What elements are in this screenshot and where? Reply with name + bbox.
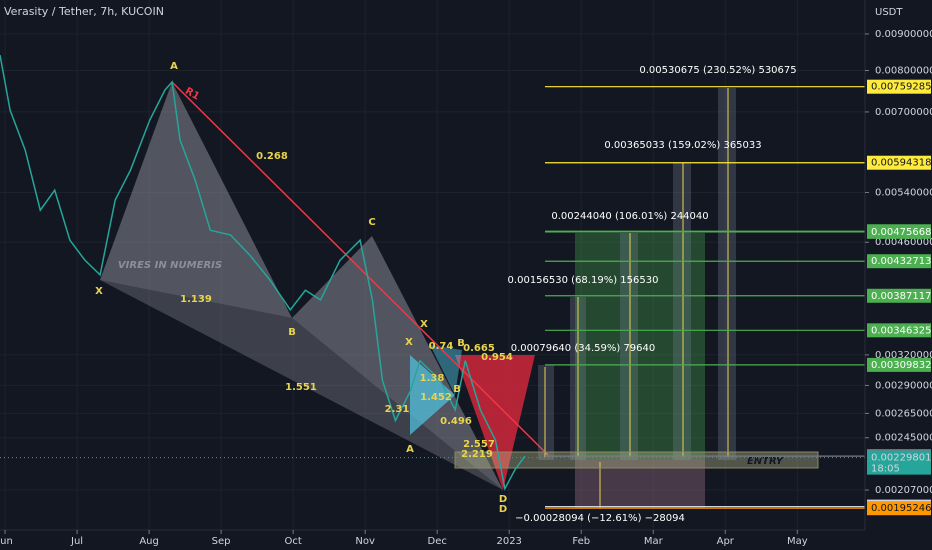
pattern-label: 0.496 (440, 416, 472, 427)
price-tag (867, 357, 931, 372)
price-tag-label: 0.00195246 (871, 503, 931, 514)
x-tick-label: Oct (284, 536, 301, 547)
pattern-label: D (499, 494, 507, 505)
y-tick-label: 0.00900000 (875, 29, 932, 40)
x-tick-label: 2023 (496, 536, 521, 547)
x-tick-label: Aug (139, 536, 159, 547)
x-tick-label: Jul (70, 536, 83, 547)
pattern-label: C (368, 217, 375, 228)
y-tick-label: 0.00207000 (875, 485, 932, 496)
target-label: −0.00028094 (−12.61%) −28094 (515, 513, 685, 524)
price-tag-label: 0.00387117 (871, 291, 931, 302)
x-tick-label: May (787, 536, 808, 547)
pattern-red (455, 355, 535, 490)
x-tick-label: Jun (0, 536, 13, 547)
x-tick-label: Dec (428, 536, 447, 547)
y-tick-label: 0.00700000 (875, 107, 932, 118)
price-line (0, 54, 526, 491)
watermark: VIRES IN NUMERIS (118, 260, 222, 271)
price-tag-label: 0.00432713 (871, 256, 931, 267)
price-tag (867, 501, 931, 516)
chart-title: Verasity / Tether, 7h, KUCOIN (4, 5, 164, 18)
current-price-tag (867, 450, 931, 475)
pattern-label: A (406, 444, 414, 455)
y-tick-label: 0.00245000 (875, 433, 932, 444)
pattern-label: 2.31 (385, 404, 410, 415)
pattern-label: B (457, 338, 465, 349)
pattern-label: X (95, 286, 103, 297)
price-tag (867, 254, 931, 269)
x-tick-label: Mar (644, 536, 664, 547)
target-arrows (544, 88, 729, 508)
y-tick-label: 0.00460000 (875, 237, 932, 248)
pattern-label: D (499, 504, 507, 515)
y-tick-label: 0.00540000 (875, 187, 932, 198)
x-tick-label: Nov (355, 536, 375, 547)
x-tick-label: Feb (572, 536, 590, 547)
pattern-cyan-2 (430, 345, 462, 395)
pattern-label: 1.139 (180, 294, 212, 305)
pattern-xbd (100, 280, 503, 490)
target-bar (718, 88, 736, 460)
price-tag-label: 0.00759285 (871, 82, 931, 93)
pattern-label: 2.557 (463, 439, 495, 450)
y-axis-label: USDT (875, 7, 903, 18)
pattern-cyan (410, 355, 455, 435)
target-bar (620, 233, 638, 460)
y-tick-label: 0.00265000 (875, 408, 932, 419)
pattern-label: X (405, 337, 413, 348)
pattern-label: 0.268 (256, 151, 288, 162)
price-tag-label: 0.00346325 (871, 325, 931, 336)
levels (0, 86, 865, 509)
target-bar (538, 365, 554, 460)
target-label: 0.00244040 (106.01%) 244040 (551, 211, 708, 222)
pattern-label: 1.38 (420, 373, 445, 384)
price-tag (867, 155, 931, 170)
pattern-label: 0.665 (463, 343, 495, 354)
price-tag (867, 323, 931, 338)
pattern-label: 0.954 (481, 352, 513, 363)
axes: 0.00900000 0.00800000 0.00700000 0.00540000… (0, 29, 932, 547)
pattern-bcd (292, 236, 503, 490)
price-tag-label: 0.00309832 (871, 360, 931, 371)
entry-label: ENTRY (747, 456, 785, 467)
x-tick-label: Sep (212, 536, 231, 547)
current-price-label: 0.00229801 (871, 453, 931, 464)
y-tick-label: 0.00320000 (875, 350, 932, 361)
x-tick-label: Apr (717, 536, 735, 547)
price-tag (867, 79, 931, 94)
countdown: 18:05 (871, 464, 900, 475)
target-label: 0.00365033 (159.02%) 365033 (604, 140, 761, 151)
pattern-label: X (420, 319, 428, 330)
target-label: 0.00530675 (230.52%) 530675 (639, 65, 796, 76)
pattern-label: B (453, 384, 461, 395)
pattern-label: B (288, 327, 296, 338)
pattern-label: 1.551 (285, 382, 317, 393)
price-tag (867, 288, 931, 303)
pattern-label: 2.219 (461, 449, 493, 460)
price-tag-label: 0.00475668 (871, 227, 931, 238)
pattern-label: 0.74 (429, 341, 454, 352)
price-tag (867, 224, 931, 239)
y-tick-label: 0.00290000 (875, 380, 932, 391)
pattern-label: 1.452 (420, 392, 452, 403)
grid (0, 0, 865, 530)
pattern-label: A (170, 61, 178, 72)
trend-line (171, 81, 549, 456)
y-tick-label: 0.00800000 (875, 65, 932, 76)
target-label: 0.00079640 (34.59%) 79640 (511, 343, 656, 354)
target-bar (673, 163, 691, 460)
price (0, 54, 526, 491)
target-label: 0.00156530 (68.19%) 156530 (508, 275, 659, 286)
pattern-xab (100, 82, 292, 318)
price-tag-label: 0.00594318 (871, 158, 931, 169)
